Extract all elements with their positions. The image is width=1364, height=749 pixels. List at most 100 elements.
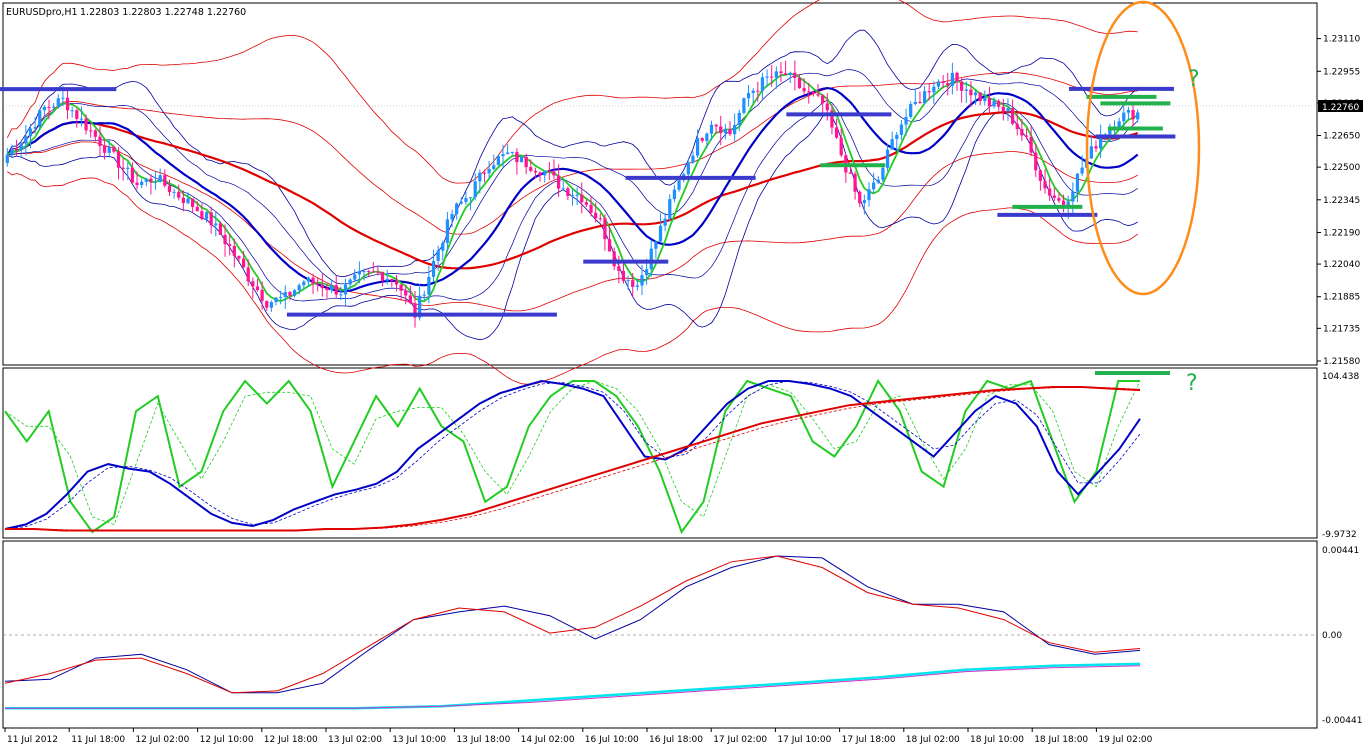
candle-body bbox=[1034, 152, 1038, 171]
candle-body bbox=[14, 148, 19, 150]
candle-body bbox=[807, 91, 811, 93]
candles bbox=[5, 60, 1140, 328]
candle-body bbox=[214, 223, 218, 226]
candle-body bbox=[987, 97, 992, 107]
candle-body bbox=[760, 77, 765, 91]
candle-body bbox=[1024, 135, 1029, 137]
candle-body bbox=[19, 143, 23, 150]
candle-body bbox=[186, 198, 190, 204]
candle-body bbox=[686, 162, 690, 175]
candle-body bbox=[385, 278, 389, 281]
candle-body bbox=[135, 182, 139, 186]
candle-body bbox=[380, 271, 385, 281]
candle-body bbox=[61, 97, 65, 99]
candle-body bbox=[774, 71, 778, 78]
candle-body bbox=[797, 77, 802, 89]
question-mark-price: ? bbox=[1188, 67, 1200, 92]
candle-body bbox=[529, 167, 533, 171]
candle-body bbox=[570, 195, 575, 197]
candle-body bbox=[172, 191, 176, 193]
candle-body bbox=[783, 73, 788, 75]
candle-body bbox=[737, 112, 741, 125]
candle-body bbox=[320, 284, 324, 289]
candle-body bbox=[371, 271, 375, 273]
candle-body bbox=[811, 91, 816, 94]
candle-body bbox=[543, 170, 547, 176]
macd-axis: 0.00441 0.00 -0.00441 bbox=[1322, 546, 1362, 726]
candle-body bbox=[922, 91, 927, 104]
slow-ma-line bbox=[6, 110, 1139, 270]
candle-body bbox=[867, 189, 871, 201]
candle-body bbox=[394, 280, 399, 285]
candle-body bbox=[561, 188, 565, 190]
candle-body bbox=[181, 197, 185, 204]
candle-body bbox=[691, 155, 695, 163]
time-tick-label: 18 Jul 02:00 bbox=[906, 735, 960, 745]
candle-body bbox=[719, 126, 723, 134]
candle-body bbox=[42, 107, 46, 111]
candle-body bbox=[770, 76, 774, 78]
chart-ohlc: 1.22803 1.22803 1.22748 1.22760 bbox=[80, 7, 246, 18]
candle-body bbox=[626, 280, 630, 282]
level-marks bbox=[0, 86, 1176, 317]
candle-body bbox=[246, 267, 250, 282]
red-inner-upper-band bbox=[6, 72, 1138, 235]
candle-body bbox=[177, 191, 181, 198]
candle-body bbox=[251, 281, 255, 287]
candle-body bbox=[603, 218, 607, 240]
candle-body bbox=[473, 181, 477, 198]
candle-body bbox=[204, 212, 209, 219]
candle-body bbox=[1080, 167, 1084, 174]
candle-body bbox=[1099, 136, 1103, 149]
candle-body bbox=[329, 285, 334, 291]
candle-body bbox=[839, 137, 843, 156]
candle-body bbox=[459, 201, 463, 204]
oscillator-panel[interactable] bbox=[2, 367, 1318, 539]
candle-body bbox=[1001, 106, 1005, 112]
macd-series-1 bbox=[4, 555, 1141, 694]
candle-body bbox=[348, 279, 352, 285]
candle-body bbox=[316, 283, 320, 285]
price-tick-label: 1.23110 bbox=[1323, 35, 1360, 45]
candle-body bbox=[353, 274, 357, 280]
candle-body bbox=[153, 181, 158, 183]
candle-body bbox=[742, 98, 746, 113]
time-axis: 11 Jul 2012 11 Jul 18:00 12 Jul 02:00 12 Ju… bbox=[4, 728, 1153, 745]
candle-body bbox=[28, 128, 33, 137]
candle-body bbox=[834, 127, 839, 138]
candle-body bbox=[946, 83, 950, 86]
candle-body bbox=[269, 302, 273, 308]
candle-body bbox=[955, 72, 959, 82]
candle-body bbox=[260, 289, 264, 301]
candle-body bbox=[292, 290, 297, 296]
candle-body bbox=[607, 239, 612, 252]
candle-body bbox=[306, 277, 311, 282]
candle-body bbox=[1006, 108, 1010, 112]
price-tick-label: 1.21885 bbox=[1323, 293, 1360, 303]
candle-body bbox=[654, 241, 658, 249]
candle-body bbox=[793, 72, 797, 78]
macd-lines bbox=[3, 555, 1317, 710]
candle-body bbox=[441, 242, 445, 251]
macd-tick-label: -0.00441 bbox=[1322, 716, 1362, 726]
time-tick-label: 13 Jul 10:00 bbox=[392, 735, 446, 745]
candle-body bbox=[714, 124, 718, 127]
candle-body bbox=[311, 277, 315, 284]
candle-body bbox=[913, 101, 917, 105]
candle-body bbox=[510, 151, 514, 153]
oscillator-series-0 bbox=[4, 379, 1140, 535]
candle-body bbox=[663, 218, 667, 226]
candle-body bbox=[52, 106, 56, 108]
candle-body bbox=[756, 90, 760, 92]
candle-body bbox=[909, 104, 913, 117]
candle-body bbox=[130, 167, 135, 183]
macd-panel[interactable] bbox=[2, 540, 1318, 729]
candle-body bbox=[1010, 108, 1015, 124]
candle-body bbox=[265, 300, 269, 308]
candle-body bbox=[427, 276, 431, 295]
time-tick-label: 11 Jul 18:00 bbox=[71, 735, 125, 745]
time-tick-label: 14 Jul 02:00 bbox=[521, 735, 575, 745]
red-upper-band bbox=[6, 0, 1138, 184]
candle-body bbox=[862, 200, 866, 204]
